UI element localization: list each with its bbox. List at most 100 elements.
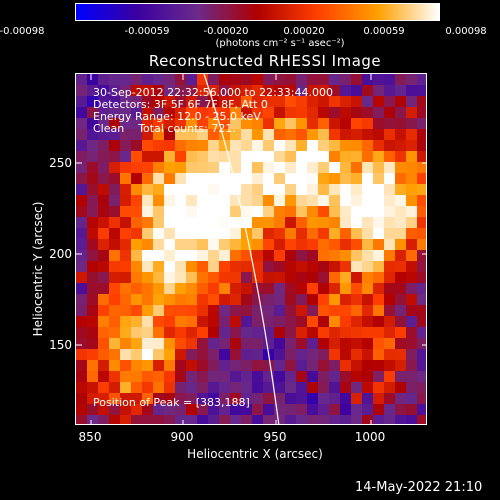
image-pixel (307, 217, 318, 228)
image-pixel (164, 239, 175, 250)
image-pixel (87, 382, 98, 393)
image-pixel (274, 316, 285, 327)
image-pixel (340, 151, 351, 162)
image-pixel (406, 96, 417, 107)
image-pixel (340, 162, 351, 173)
image-pixel (252, 272, 263, 283)
image-pixel (384, 173, 395, 184)
image-pixel (296, 129, 307, 140)
image-pixel (153, 184, 164, 195)
image-pixel (142, 393, 153, 404)
image-pixel (109, 360, 120, 371)
image-pixel (263, 360, 274, 371)
image-pixel (274, 272, 285, 283)
image-pixel (175, 195, 186, 206)
image-pixel (175, 96, 186, 107)
image-pixel (76, 404, 87, 415)
image-pixel (120, 338, 131, 349)
image-pixel (219, 283, 230, 294)
image-pixel (373, 382, 384, 393)
image-pixel (296, 151, 307, 162)
image-pixel (263, 338, 274, 349)
image-pixel (109, 173, 120, 184)
image-pixel (197, 371, 208, 382)
image-pixel (362, 382, 373, 393)
image-pixel (373, 107, 384, 118)
image-pixel (98, 250, 109, 261)
image-pixel (329, 305, 340, 316)
image-pixel (142, 261, 153, 272)
image-pixel (384, 404, 395, 415)
image-pixel (395, 283, 406, 294)
image-pixel (142, 272, 153, 283)
image-pixel (417, 162, 426, 173)
y-axis-label: Heliocentric Y (arcsec) (31, 201, 45, 337)
image-pixel (109, 371, 120, 382)
image-pixel (76, 327, 87, 338)
image-pixel (252, 151, 263, 162)
image-pixel (406, 327, 417, 338)
image-pixel (384, 415, 395, 424)
image-pixel (98, 393, 109, 404)
image-pixel (351, 283, 362, 294)
image-pixel (351, 184, 362, 195)
image-pixel (76, 74, 87, 85)
image-pixel (153, 327, 164, 338)
image-pixel (164, 250, 175, 261)
image-pixel (76, 294, 87, 305)
image-pixel (307, 360, 318, 371)
image-pixel (153, 129, 164, 140)
image-pixel (417, 217, 426, 228)
image-pixel (197, 74, 208, 85)
image-pixel (208, 305, 219, 316)
image-pixel (417, 382, 426, 393)
image-pixel (175, 118, 186, 129)
image-pixel (252, 228, 263, 239)
image-pixel (120, 162, 131, 173)
image-pixel (164, 272, 175, 283)
image-pixel (362, 272, 373, 283)
image-pixel (197, 184, 208, 195)
image-pixel (285, 184, 296, 195)
image-pixel (208, 151, 219, 162)
image-pixel (164, 382, 175, 393)
image-pixel (109, 151, 120, 162)
image-pixel (219, 107, 230, 118)
image-pixel (285, 316, 296, 327)
image-pixel (87, 305, 98, 316)
image-pixel (395, 184, 406, 195)
image-pixel (307, 74, 318, 85)
image-pixel (142, 118, 153, 129)
image-pixel (329, 371, 340, 382)
image-pixel (219, 74, 230, 85)
image-pixel (351, 349, 362, 360)
image-pixel (296, 316, 307, 327)
image-pixel (285, 250, 296, 261)
image-pixel (186, 415, 197, 424)
image-pixel (153, 173, 164, 184)
image-pixel (417, 239, 426, 250)
image-pixel (395, 360, 406, 371)
image-pixel (241, 162, 252, 173)
image-pixel (274, 327, 285, 338)
image-pixel (384, 85, 395, 96)
image-pixel (186, 371, 197, 382)
image-pixel (131, 371, 142, 382)
image-pixel (362, 261, 373, 272)
image-pixel (318, 415, 329, 424)
image-pixel (175, 239, 186, 250)
image-pixel (373, 338, 384, 349)
image-pixel (252, 118, 263, 129)
image-pixel (197, 195, 208, 206)
image-pixel (186, 173, 197, 184)
image-pixel (142, 294, 153, 305)
colorbar-tick: 0.00020 (283, 26, 325, 37)
image-pixel (285, 349, 296, 360)
image-pixel (340, 107, 351, 118)
image-pixel (76, 415, 87, 424)
image-pixel (208, 250, 219, 261)
image-pixel (384, 118, 395, 129)
image-pixel (351, 107, 362, 118)
image-pixel (142, 371, 153, 382)
image-pixel (329, 283, 340, 294)
